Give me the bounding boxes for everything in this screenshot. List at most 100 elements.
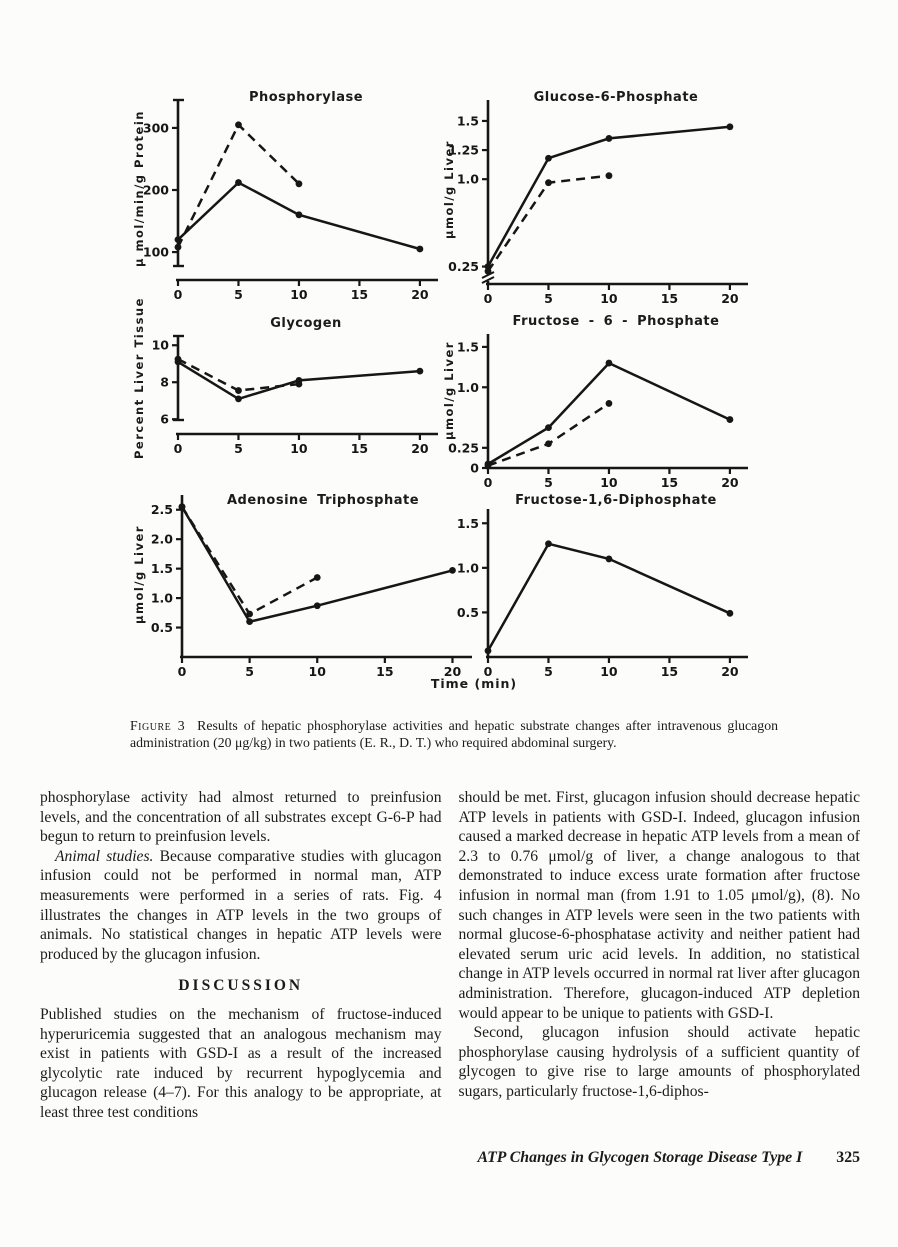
chart-canvas-phosphorylase: 0 5 10 15 20 100 200 300 [143,98,438,302]
svg-text:20: 20 [411,441,429,456]
svg-text:10: 10 [600,664,618,679]
svg-text:5: 5 [544,291,553,306]
paragraph-body: Because comparative studies with glucago… [40,847,442,963]
svg-text:20: 20 [721,664,739,679]
svg-text:2.0: 2.0 [151,532,173,547]
body-paragraph: phosphorylase activity had almost return… [40,789,442,846]
chart-y-axis-label [441,493,457,657]
body-paragraph: Second, glucagon infusion should activat… [458,1024,861,1100]
svg-text:20: 20 [411,287,429,302]
chart-title: Glycogen [270,316,342,331]
svg-text:5: 5 [544,475,553,488]
svg-text:1.5: 1.5 [457,113,479,128]
svg-text:0: 0 [470,461,479,476]
svg-text:300: 300 [143,120,169,135]
svg-text:2.5: 2.5 [151,502,173,517]
chart-title: Phosphorylase [248,90,364,105]
svg-text:5: 5 [245,664,254,679]
svg-text:0.5: 0.5 [457,605,479,620]
series-solid [486,542,731,652]
svg-text:20: 20 [721,291,739,306]
svg-text:1.25: 1.25 [448,143,479,158]
svg-text:15: 15 [661,291,678,306]
svg-text:15: 15 [661,475,678,488]
chart-adenosine-triphosphate: Adenosine Triphosphate μmol/g Liver 0 5 10… [130,483,482,683]
chart-canvas-fructose-6-phosphate: 0 5 10 15 20 0 0.25 1.0 1.5 [448,334,748,488]
svg-text:10: 10 [600,475,618,488]
chart-fructose-6-phosphate: Fructose - 6 - Phosphate μmol/g Liver 0 5… [440,310,758,488]
chart-y-axis-label: Percent Liver Tissue [132,297,146,459]
svg-text:15: 15 [376,664,393,679]
body-paragraph: should be met. First, glucagon infusion … [458,789,861,1022]
svg-text:0: 0 [484,291,493,306]
chart-y-axis-label: μmol/g Liver [442,341,456,441]
time-axis-label: Time (min) [430,676,518,691]
svg-text:20: 20 [444,664,462,679]
svg-text:8: 8 [160,375,169,390]
page-number: 325 [836,1149,860,1166]
chart-canvas-glycogen: 0 5 10 15 20 6 8 10 [152,334,438,456]
page-footer: ATP Changes in Glycogen Storage Disease … [40,1149,860,1167]
figure-caption-label: Figure 3 [130,717,186,733]
chart-y-axis-label: μmol/g Liver [132,525,146,625]
chart-phosphorylase: Phosphorylase μ mol/min/g Protein 0 5 10 15… [130,82,448,312]
svg-text:0.25: 0.25 [448,259,479,274]
chart-fructose-1-6-diphosphate: Fructose-1,6-Diphosphate 0 5 10 15 20 0.5 1.0 1… [440,483,758,683]
chart-title: Adenosine Triphosphate [226,493,420,508]
series-solid [486,125,731,268]
svg-text:0: 0 [178,664,187,679]
svg-text:15: 15 [351,441,368,456]
discussion-heading: DISCUSSION [178,977,304,995]
svg-text:5: 5 [234,287,243,302]
svg-text:1.0: 1.0 [457,380,479,395]
series-solid [487,361,731,466]
svg-text:5: 5 [544,664,553,679]
svg-text:100: 100 [143,245,169,260]
svg-text:10: 10 [290,441,308,456]
chart-canvas-glucose-6-phosphate: 0 5 10 15 20 0.25 1.0 1.25 1.5 [448,100,748,306]
svg-text:15: 15 [351,287,368,302]
series-dashed [487,402,610,467]
right-column: should be met. First, glucagon infusion … [459,788,861,1123]
svg-text:5: 5 [234,441,243,456]
svg-text:1.5: 1.5 [457,516,479,531]
svg-text:0: 0 [484,664,493,679]
chart-canvas-fructose-1-6-diphosphate: 0 5 10 15 20 0.5 1.0 1.5 [457,509,748,679]
svg-text:0.25: 0.25 [448,440,479,455]
svg-text:1.5: 1.5 [457,339,479,354]
running-title: ATP Changes in Glycogen Storage Disease … [477,1149,803,1166]
series-dashed [177,357,300,392]
body-paragraph: Published studies on the mechanism of fr… [40,1005,442,1121]
svg-text:0: 0 [174,441,183,456]
svg-text:0: 0 [484,475,493,488]
series-solid [177,181,421,251]
chart-y-axis-label: μ mol/min/g Protein [132,110,146,268]
svg-text:1.0: 1.0 [457,172,479,187]
chart-glucose-6-phosphate: Glucose-6-Phosphate μmol/g Liver 0 5 10 15 2… [440,82,758,314]
svg-text:6: 6 [160,412,169,427]
left-column: phosphorylase activity had almost return… [40,788,442,1123]
body-paragraph: Animal studies. Because comparative stud… [40,847,442,965]
svg-text:0: 0 [174,287,183,302]
chart-glycogen: Glycogen Percent Liver Tissue 0 5 10 15 20 6 8… [130,297,448,462]
body-text: phosphorylase activity had almost return… [40,788,860,1123]
svg-text:200: 200 [143,183,169,198]
series-dashed [486,174,610,272]
paragraph-lead-italic: Animal studies. [55,847,154,865]
figure-caption: Figure 3 Results of hepatic phosphorylase… [130,717,778,752]
chart-title: Glucose-6-Phosphate [533,90,699,105]
chart-canvas-adenosine-triphosphate: 0 5 10 15 20 0.5 1.0 1.5 2.0 2.5 [151,495,472,679]
svg-text:10: 10 [600,291,618,306]
figure-caption-text: Results of hepatic phosphorylase activit… [130,717,778,751]
chart-y-axis-label: μmol/g Liver [442,140,456,240]
svg-text:20: 20 [721,475,739,488]
svg-text:10: 10 [309,664,327,679]
svg-text:15: 15 [661,664,678,679]
series-dashed [180,506,318,616]
svg-text:0.5: 0.5 [151,620,173,635]
chart-title: Fructose-1,6-Diphosphate [515,493,717,508]
chart-title: Fructose - 6 - Phosphate [512,314,720,329]
series-solid [177,360,420,401]
svg-text:10: 10 [152,338,170,353]
